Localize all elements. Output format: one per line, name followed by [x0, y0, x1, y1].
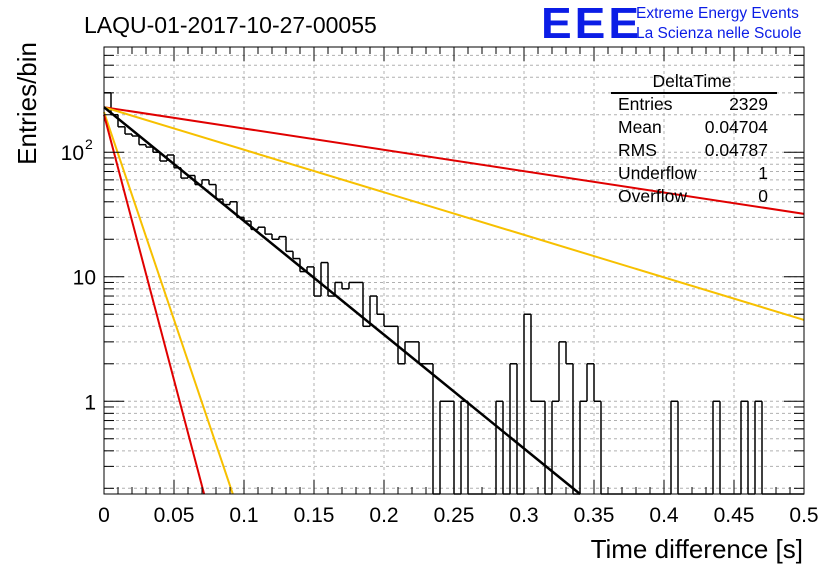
x-tick-label: 0.05 — [154, 504, 195, 527]
stats-box: DeltaTime Entries 2329 Mean 0.04704 RMS 0.047… — [611, 71, 777, 206]
stats-label: Entries — [618, 94, 673, 114]
x-tick-label: 0.2 — [369, 504, 398, 527]
y-tick-label: 10 — [73, 267, 96, 290]
eee-tagline-line1: Extreme Energy Events — [636, 5, 799, 22]
x-tick-label: 0.5 — [789, 504, 818, 527]
x-tick-labels: 0 0.05 0.1 0.15 0.2 0.25 0.3 0.35 0.4 0.45 0.5 — [98, 504, 818, 527]
fit-curves — [103, 106, 805, 495]
y-tick-label: 1 — [84, 391, 96, 414]
eee-tagline-line2: La Scienza nelle Scuole — [636, 25, 802, 42]
stats-label: Overflow — [618, 186, 687, 206]
fit-curve-1 — [103, 106, 805, 215]
eee-tagline: Extreme Energy Events La Scienza nelle S… — [636, 4, 801, 44]
x-axis-label: Time difference [s] — [591, 534, 803, 564]
x-tick-label: 0.25 — [434, 504, 475, 527]
stats-label: Underflow — [618, 163, 697, 183]
x-tick-label: 0 — [98, 504, 110, 527]
x-tick-label: 0.3 — [509, 504, 538, 527]
stats-value: 0.04704 — [705, 117, 769, 137]
stats-value: 0 — [758, 186, 768, 206]
x-tick-label: 0.4 — [649, 504, 679, 527]
stats-rows: Entries 2329 Mean 0.04704 RMS 0.04787 Underflo… — [618, 94, 768, 206]
stats-value: 1 — [758, 163, 768, 183]
stats-value: 2329 — [729, 94, 768, 114]
x-tick-label: 0.35 — [574, 504, 615, 527]
chart-title: LAQU-01-2017-10-27-00055 — [84, 12, 377, 38]
x-tick-label: 0.1 — [229, 504, 258, 527]
stats-value: 0.04787 — [705, 140, 768, 160]
eee-logo: EEE — [541, 0, 643, 48]
x-tick-label: 0.45 — [714, 504, 755, 527]
y-axis-label: Entries/bin — [12, 42, 42, 165]
y-tick-label-exponent: 2 — [85, 136, 93, 152]
stats-label: RMS — [618, 140, 657, 160]
fit-curve-4 — [103, 111, 234, 495]
fit-curve-5 — [103, 114, 206, 495]
x-tick-label: 0.15 — [294, 504, 335, 527]
axis-ticks — [103, 46, 805, 494]
stats-title: DeltaTime — [652, 71, 731, 91]
fit-curve-3 — [103, 106, 581, 495]
stats-label: Mean — [618, 117, 662, 137]
fit-curve-2 — [103, 106, 805, 321]
y-tick-label: 10 — [61, 142, 84, 165]
